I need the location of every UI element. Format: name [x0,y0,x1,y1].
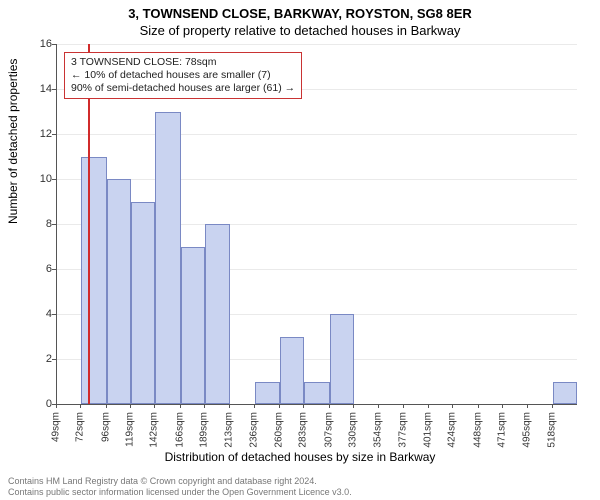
x-tick-label: 260sqm [274,412,285,448]
x-tick-label: 377sqm [397,412,408,448]
x-tick-label: 96sqm [100,412,111,442]
footer-line: Contains public sector information licen… [8,487,352,498]
x-tick-label: 518sqm [546,412,557,448]
y-tick-label: 10 [36,173,52,185]
histogram-bar [181,247,205,405]
x-tick-label: 424sqm [447,412,458,448]
x-tick-label: 495sqm [522,412,533,448]
x-tick-label: 119sqm [124,412,135,447]
histogram-bar [304,382,329,405]
y-axis-label: Number of detached properties [6,59,20,224]
footer-line: Contains HM Land Registry data © Crown c… [8,476,352,487]
histogram-bar [280,337,304,405]
annotation-line: ← 10% of detached houses are smaller (7) [71,69,295,82]
x-tick-label: 49sqm [51,412,62,442]
x-tick-label: 213sqm [224,412,235,448]
x-tick-label: 72sqm [75,412,86,442]
annotation-box: 3 TOWNSEND CLOSE: 78sqm ← 10% of detache… [64,52,302,99]
x-axis-label: Distribution of detached houses by size … [0,450,600,464]
chart-title: 3, TOWNSEND CLOSE, BARKWAY, ROYSTON, SG8… [0,6,600,21]
x-tick-label: 236sqm [248,412,259,448]
histogram-bar [255,382,280,405]
annotation-line: 3 TOWNSEND CLOSE: 78sqm [71,56,295,69]
footer-credits: Contains HM Land Registry data © Crown c… [8,476,352,498]
x-tick-label: 142sqm [149,412,160,448]
x-tick-label: 448sqm [472,412,483,448]
chart-subtitle: Size of property relative to detached ho… [0,23,600,38]
y-tick-label: 4 [36,308,52,320]
y-tick-label: 6 [36,263,52,275]
y-tick-label: 2 [36,353,52,365]
histogram-bar [553,382,577,405]
x-tick-label: 401sqm [423,412,434,448]
histogram-bar [330,314,354,404]
histogram-bar [131,202,155,405]
histogram-bar [81,157,106,405]
x-tick-label: 166sqm [174,412,185,448]
y-tick-label: 16 [36,38,52,50]
x-tick-label: 307sqm [323,412,334,448]
x-tick-label: 471sqm [497,412,508,448]
y-tick-label: 8 [36,218,52,230]
x-tick-label: 283sqm [298,412,309,448]
annotation-line: 90% of semi-detached houses are larger (… [71,82,295,95]
x-tick-label: 354sqm [373,412,384,448]
histogram-bar [155,112,180,405]
y-tick-label: 14 [36,83,52,95]
y-tick-label: 12 [36,128,52,140]
x-tick-label: 189sqm [198,412,209,448]
histogram-bar [205,224,230,404]
histogram-bar [107,179,131,404]
x-tick-label: 330sqm [347,412,358,448]
y-tick-label: 0 [36,398,52,410]
